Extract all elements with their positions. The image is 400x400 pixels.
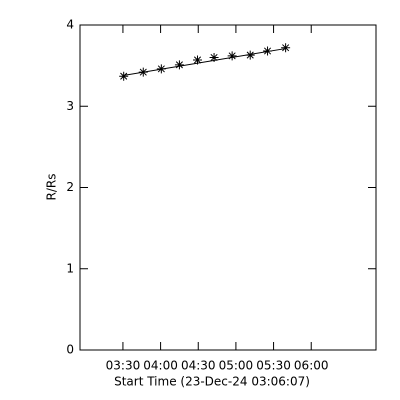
fit-line	[123, 48, 286, 76]
plot-frame	[79, 24, 377, 351]
data-point	[119, 71, 129, 81]
x-tick-label: 06:00	[294, 359, 329, 373]
data-point	[174, 60, 184, 70]
y-tick-label: 4	[66, 18, 74, 32]
x-tick-label: 04:00	[143, 359, 178, 373]
data-point	[281, 43, 291, 53]
x-tick-label: 04:30	[181, 359, 216, 373]
y-tick-label: 3	[66, 99, 74, 113]
x-tick-label: 03:30	[106, 359, 141, 373]
y-tick-label: 1	[66, 261, 74, 275]
data-point	[156, 64, 166, 74]
data-point	[209, 53, 219, 62]
data-point	[192, 55, 202, 65]
data-point	[263, 46, 273, 56]
data-point	[138, 67, 148, 77]
x-tick-label: 05:00	[219, 359, 254, 373]
y-axis-label: R/Rs	[45, 174, 59, 201]
y-tick-label: 2	[66, 180, 74, 194]
data-point	[245, 50, 255, 60]
y-tick-label: 0	[66, 343, 74, 357]
x-tick-label: 05:30	[256, 359, 291, 373]
data-point	[227, 51, 237, 61]
x-axis-label: Start Time (23-Dec-24 03:06:07)	[114, 375, 310, 389]
